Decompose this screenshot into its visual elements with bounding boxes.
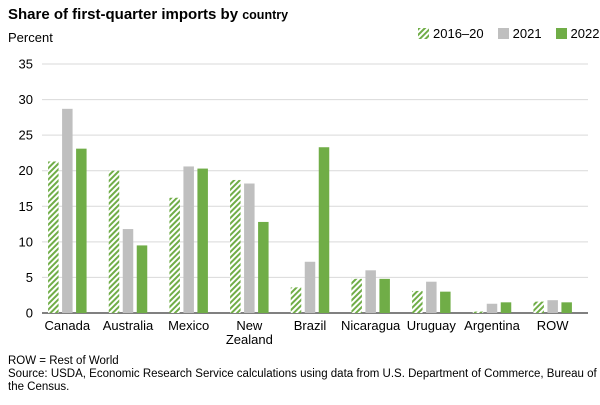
x-tick-label: Uruguay: [407, 318, 457, 333]
bar-2016–20-row: [533, 301, 544, 313]
bar-2022-australia: [136, 245, 148, 313]
bar-2022-brazil: [318, 147, 330, 313]
bar-2022-row: [561, 302, 572, 313]
title-tail: country: [242, 8, 289, 22]
y-tick-label: 0: [26, 306, 33, 321]
legend-swatch-green: [555, 28, 567, 39]
footer-source: Source: USDA, Economic Research Service …: [8, 368, 597, 393]
x-tick-label: Nicaragua: [341, 318, 401, 333]
bar-2021-mexico: [183, 166, 194, 313]
x-tick-label: Canada: [45, 318, 91, 333]
y-tick-label: 35: [19, 57, 33, 72]
legend-swatch-gray: [497, 28, 509, 39]
bar-2016–20-nicaragua: [351, 278, 362, 313]
legend-label-2021: 2021: [512, 26, 542, 41]
bar-2022-nicaragua: [379, 278, 390, 313]
x-tick-label: Argentina: [464, 318, 520, 333]
bar-2022-canada: [76, 148, 87, 313]
y-tick-label: 25: [19, 128, 33, 143]
y-tick-label: 5: [26, 270, 33, 285]
y-tick-label: 20: [19, 163, 33, 178]
bar-2016–20-mexico: [169, 197, 180, 313]
legend-swatch-hatched: [418, 28, 429, 39]
footer-row-note: ROW = Rest of World: [8, 355, 119, 367]
bar-2021-uruguay: [426, 281, 437, 313]
bar-2022-uruguay: [440, 291, 451, 313]
x-tick-label: ROW: [537, 318, 570, 333]
bar-2016–20-argentina: [472, 311, 484, 313]
bar-2022-mexico: [197, 168, 208, 313]
legend-label-2022: 2022: [570, 26, 600, 41]
bar-2022-argentina: [500, 302, 512, 313]
bar-chart: 0 5 10 15 20 25 30 35 Canada Australia Mexico NewZe…: [19, 57, 588, 347]
y-tick-label: 30: [19, 92, 33, 107]
y-tick-label: 10: [19, 234, 33, 249]
x-tick-label: Australia: [103, 318, 154, 333]
chart-title: Share of first-quarter imports by countr…: [8, 6, 288, 23]
legend-item-2021: 2021: [497, 26, 542, 41]
bar-2016–20-uruguay: [412, 290, 423, 313]
bar-2021-australia: [122, 229, 134, 313]
bar-2021-canada: [62, 108, 73, 313]
bar-2021-nicaragua: [365, 270, 376, 313]
bar-2022-new-zealand: [258, 221, 269, 313]
bar-2016–20-australia: [108, 170, 120, 313]
y-tick-label: 15: [19, 199, 33, 214]
legend: 2016–20 2021 2022: [418, 26, 599, 41]
x-tick-label: New: [236, 318, 263, 333]
legend-label-2016-20: 2016–20: [433, 26, 484, 41]
bar-2016–20-new-zealand: [230, 179, 241, 313]
x-tick-label: Mexico: [168, 318, 209, 333]
y-axis-label: Percent: [8, 30, 53, 45]
bar-2016–20-brazil: [290, 287, 302, 313]
legend-item-2016-20: 2016–20: [418, 26, 484, 41]
title-main: Share of first-quarter imports by: [8, 6, 239, 23]
bar-2021-row: [547, 300, 558, 313]
x-tick-label: Zealand: [226, 332, 273, 347]
legend-item-2022: 2022: [555, 26, 600, 41]
bar-2016–20-canada: [48, 161, 59, 313]
bar-2021-brazil: [304, 261, 316, 313]
bar-2021-new-zealand: [244, 183, 255, 313]
bar-2021-argentina: [486, 303, 498, 313]
x-tick-label: Brazil: [294, 318, 327, 333]
